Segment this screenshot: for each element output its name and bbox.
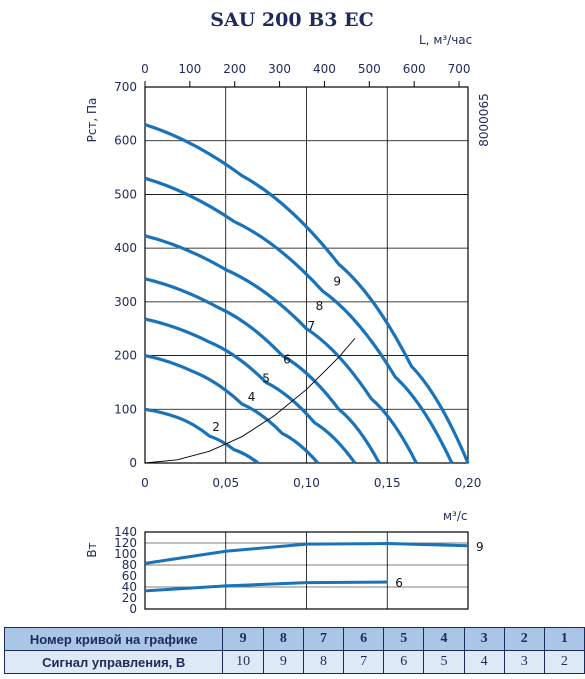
chart-title: SAU 200 B3 EC: [210, 9, 373, 31]
top-tick-label: 0: [141, 62, 149, 76]
power-y-tick-label: 100: [114, 547, 137, 561]
curve-number-cell: 5: [383, 627, 425, 651]
fan-curve: [144, 234, 418, 464]
power-curve: [144, 542, 469, 565]
power-y-tick-label: 20: [122, 591, 137, 605]
control-signal-header: Сигнал управления, В: [3, 650, 224, 674]
fan-curve: [144, 407, 260, 465]
curve-number-header: Номер кривой на графике: [3, 627, 224, 651]
control-signal-cell: 7: [343, 650, 385, 674]
curve-number-label: 8: [316, 299, 324, 313]
x-tick-label: 0: [141, 476, 149, 490]
fan-curve: [144, 123, 470, 464]
bottom-axis-label: м³/с: [443, 509, 468, 523]
curve-number-cell: 3: [463, 627, 505, 651]
top-tick-label: 100: [178, 62, 201, 76]
x-tick-label: 0,10: [293, 476, 320, 490]
curve-number-cell: 6: [343, 627, 385, 651]
power-plot-frame: [144, 531, 469, 610]
curve-signal-table: Номер кривой на графике 9 8 7 6 5 4 3 2 …: [3, 627, 585, 674]
chart-canvas: SAU 200 B3 EC L, м³/час Рст, Па 8000065 …: [85, 9, 491, 616]
curve-number-cell: 2: [503, 627, 545, 651]
y-axis-label: Рст, Па: [85, 98, 99, 143]
y-tick-label: 600: [114, 134, 137, 148]
power-y-tick-label: 60: [122, 569, 137, 583]
curve-number-cell: 9: [222, 627, 264, 651]
curve-number-label: 7: [308, 319, 316, 333]
curve-number-label: 2: [212, 420, 220, 434]
x-tick-label: 0,20: [455, 476, 482, 490]
top-tick-label: 600: [403, 62, 426, 76]
fan-curve: [144, 176, 454, 464]
top-tick-label: 300: [268, 62, 291, 76]
control-signal-cell: 9: [262, 650, 304, 674]
control-signal-row: Сигнал управления, В 10 9 8 7 6 5 4 3 2: [3, 650, 585, 674]
curve-number-label: 9: [333, 275, 341, 289]
model-code: 8000065: [477, 93, 491, 146]
curve-number-label: 6: [283, 353, 291, 367]
fan-curve: [144, 317, 357, 464]
power-curve-label: 9: [476, 540, 484, 554]
x-tick-label: 0,15: [374, 476, 401, 490]
y-tick-label: 0: [129, 456, 137, 470]
power-y-tick-label: 120: [114, 536, 137, 550]
y-tick-label: 200: [114, 349, 137, 363]
plot-frame: [144, 86, 469, 464]
power-y-tick-label: 0: [129, 602, 137, 616]
top-axis-label: L, м³/час: [419, 33, 472, 47]
curve-number-cell: 4: [423, 627, 465, 651]
control-signal-cell: 4: [463, 650, 505, 674]
control-signal-cell: 2: [543, 650, 585, 674]
system-curve: [144, 338, 356, 464]
curve-number-cell: 8: [262, 627, 304, 651]
y-tick-label: 700: [114, 80, 137, 94]
control-signal-cell: 3: [503, 650, 545, 674]
curve-number-cell: 7: [302, 627, 345, 651]
top-tick-label: 400: [313, 62, 336, 76]
power-y-tick-label: 40: [122, 580, 137, 594]
y-tick-label: 300: [114, 295, 137, 309]
fan-curve: [144, 277, 381, 464]
fan-curve: [144, 354, 320, 465]
pressure-plot: 0 100 200 300 400 500 600 700 0 0,05 0,10 0,15 0,20 0…: [114, 62, 481, 490]
y-tick-label: 100: [114, 402, 137, 416]
power-axis-label: Вт: [85, 542, 99, 557]
control-signal-cell: 8: [302, 650, 345, 674]
top-tick-label: 500: [358, 62, 381, 76]
power-y-tick-label: 80: [122, 558, 137, 572]
power-curve: [144, 580, 388, 593]
power-curve-label: 6: [395, 576, 403, 590]
x-tick-label: 0,05: [212, 476, 239, 490]
curve-number-label: 4: [248, 390, 256, 404]
curve-number-row: Номер кривой на графике 9 8 7 6 5 4 3 2 …: [3, 627, 585, 651]
curve-number-cell: 1: [543, 627, 585, 651]
curve-number-label: 5: [262, 371, 270, 385]
y-tick-label: 500: [114, 187, 137, 201]
control-signal-cell: 6: [383, 650, 425, 674]
top-tick-label: 700: [448, 62, 471, 76]
power-y-tick-label: 140: [114, 525, 137, 539]
control-signal-cell: 10: [222, 650, 264, 674]
control-signal-cell: 5: [423, 650, 465, 674]
top-tick-label: 200: [223, 62, 246, 76]
y-tick-label: 400: [114, 241, 137, 255]
